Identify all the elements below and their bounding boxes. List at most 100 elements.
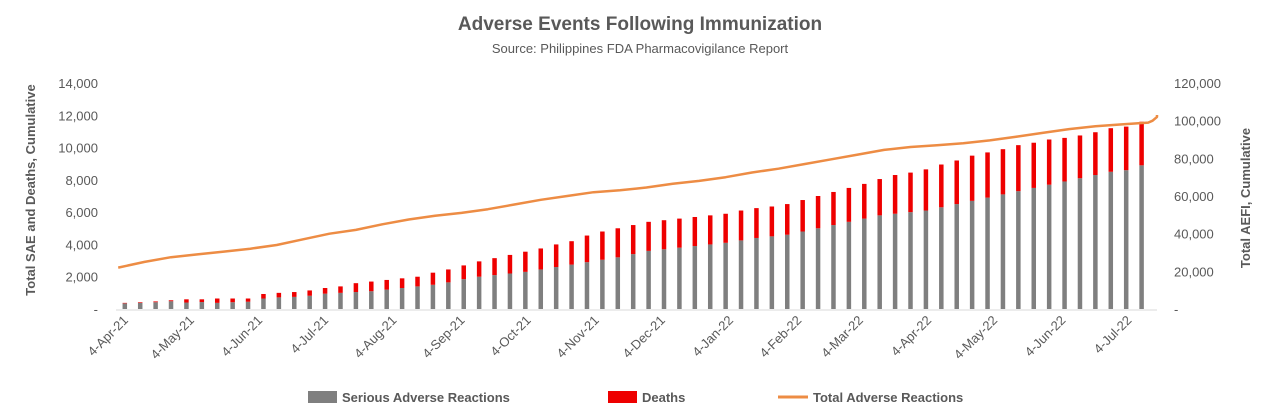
- y-axis-left: - 2,000 4,000 6,000 8,000 10,000 12,000 14,000: [58, 76, 98, 317]
- bar-serious-adverse-reactions: [446, 282, 451, 309]
- bar-deaths: [661, 220, 667, 250]
- bar-serious-adverse-reactions: [199, 302, 205, 309]
- bar-serious-adverse-reactions: [1046, 184, 1052, 309]
- bar-serious-adverse-reactions: [723, 242, 728, 309]
- bar-deaths: [954, 160, 959, 205]
- bar-serious-adverse-reactions: [399, 288, 405, 309]
- x-tick-label: 4-Nov-21: [553, 313, 601, 361]
- bar-serious-adverse-reactions: [877, 215, 882, 309]
- x-tick-label: 4-Jul-21: [287, 313, 331, 357]
- bar-serious-adverse-reactions: [1123, 170, 1129, 309]
- y-right-tick-label: 20,000: [1174, 264, 1214, 279]
- bar-serious-adverse-reactions: [1093, 175, 1098, 309]
- bar-deaths: [307, 290, 312, 296]
- bar-serious-adverse-reactions: [954, 204, 959, 309]
- bar-serious-adverse-reactions: [1000, 194, 1006, 309]
- y-left-tick-label: 10,000: [58, 141, 98, 156]
- bar-deaths: [507, 254, 513, 274]
- bar-serious-adverse-reactions: [230, 302, 235, 309]
- bar-deaths: [969, 155, 975, 201]
- y-axis-right-title: Total AEFI, Cumulative: [1238, 128, 1253, 268]
- bar-deaths: [384, 279, 389, 290]
- y-right-tick-label: 40,000: [1174, 227, 1214, 242]
- bar-deaths: [985, 152, 990, 198]
- bar-deaths: [754, 208, 759, 238]
- bar-serious-adverse-reactions: [261, 298, 266, 309]
- bar-deaths: [1046, 139, 1052, 185]
- bar-deaths: [1016, 145, 1021, 192]
- line-total-adverse-reactions: [117, 115, 1159, 269]
- x-tick-label: 4-Dec-21: [620, 313, 668, 361]
- bar-serious-adverse-reactions: [661, 249, 667, 309]
- bar-deaths: [553, 244, 559, 268]
- bar-deaths: [353, 283, 359, 293]
- bar-serious-adverse-reactions: [292, 296, 297, 309]
- x-tick-label: 4-Mar-22: [818, 313, 866, 361]
- bar-serious-adverse-reactions: [307, 295, 312, 309]
- bar-serious-adverse-reactions: [384, 289, 389, 309]
- bar-deaths: [492, 258, 497, 276]
- bar-deaths: [523, 251, 528, 272]
- bar-deaths: [415, 276, 420, 287]
- bar-serious-adverse-reactions: [831, 225, 836, 309]
- bar-deaths: [677, 218, 682, 248]
- bar-deaths: [892, 175, 898, 214]
- bar-deaths: [615, 228, 621, 258]
- bar-serious-adverse-reactions: [985, 197, 990, 309]
- y-axis-left-title: Total SAE and Deaths, Cumulative: [23, 84, 38, 295]
- bar-deaths: [1062, 137, 1067, 182]
- bar-serious-adverse-reactions: [939, 207, 944, 309]
- bar-deaths: [1093, 132, 1098, 176]
- bar-deaths: [446, 269, 451, 283]
- x-tick-label: 4-May-21: [148, 313, 197, 362]
- x-tick-label: 4-Jun-21: [218, 313, 265, 360]
- y-left-tick-label: 6,000: [65, 205, 98, 220]
- bar-deaths: [769, 206, 775, 237]
- bar-deaths: [168, 300, 174, 302]
- bar-deaths: [800, 200, 805, 232]
- bar-deaths: [153, 301, 158, 303]
- bar-serious-adverse-reactions: [245, 301, 251, 309]
- y-left-tick-label: -: [94, 302, 98, 317]
- y-axis-right: - 20,000 40,000 60,000 80,000 100,000 120,000: [1174, 76, 1221, 317]
- bar-serious-adverse-reactions: [584, 262, 590, 309]
- bar-deaths: [923, 169, 929, 211]
- bar-deaths: [646, 221, 651, 251]
- bar-deaths: [276, 292, 282, 298]
- x-tick-label: 4-Jul-22: [1091, 313, 1135, 357]
- legend-label-deaths: Deaths: [642, 390, 685, 405]
- bar-serious-adverse-reactions: [769, 236, 775, 309]
- x-tick-label: 4-Sep-21: [419, 313, 467, 361]
- bar-deaths: [230, 298, 235, 303]
- y-right-tick-label: 80,000: [1174, 151, 1214, 166]
- bar-serious-adverse-reactions: [785, 234, 790, 309]
- bar-serious-adverse-reactions: [184, 302, 189, 309]
- legend-swatch-deaths: [608, 391, 637, 403]
- bar-deaths: [461, 265, 466, 280]
- bar-serious-adverse-reactions: [908, 212, 913, 309]
- bar-serious-adverse-reactions: [1016, 191, 1021, 309]
- bar-deaths: [369, 281, 374, 292]
- bar-serious-adverse-reactions: [754, 237, 759, 309]
- bar-serious-adverse-reactions: [738, 240, 744, 309]
- x-tick-label: 4-May-22: [951, 313, 1000, 362]
- bar-deaths: [939, 164, 944, 208]
- bar-serious-adverse-reactions: [214, 302, 220, 309]
- bar-deaths: [692, 216, 698, 247]
- bar-deaths: [600, 231, 605, 260]
- bar-serious-adverse-reactions: [415, 286, 420, 309]
- bars: [122, 121, 1144, 309]
- y-left-tick-label: 12,000: [58, 108, 98, 123]
- bar-serious-adverse-reactions: [630, 254, 636, 309]
- bar-deaths: [738, 210, 744, 241]
- bar-serious-adverse-reactions: [276, 297, 282, 309]
- bar-serious-adverse-reactions: [1062, 181, 1067, 309]
- legend-label-total: Total Adverse Reactions: [813, 390, 963, 405]
- bar-serious-adverse-reactions: [1031, 187, 1037, 309]
- bar-serious-adverse-reactions: [523, 271, 528, 309]
- legend-swatch-sar: [308, 391, 337, 403]
- bar-deaths: [723, 213, 728, 243]
- bar-deaths: [831, 191, 836, 226]
- bar-serious-adverse-reactions: [677, 247, 682, 309]
